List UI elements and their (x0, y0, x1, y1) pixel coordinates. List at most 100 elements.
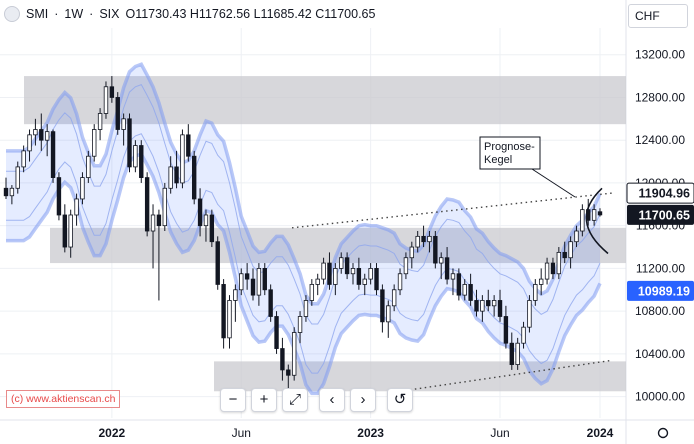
candle-body (56, 177, 62, 216)
candle-body (233, 289, 238, 301)
x-tick-label: Jun (232, 426, 251, 440)
interval-label[interactable]: 1W (64, 7, 84, 21)
price-label-text: 11700.65 (639, 208, 690, 222)
candle-body (168, 166, 173, 189)
candle-body (44, 131, 50, 141)
price-label-box (627, 204, 694, 225)
candle-body (68, 214, 73, 248)
fullscreen-button[interactable]: ⤢ (282, 388, 308, 412)
candle-body (491, 300, 497, 307)
candle-body (50, 131, 56, 178)
callout-text: Prognose- (484, 141, 535, 153)
candle-body (3, 187, 9, 197)
candle-body (474, 300, 479, 312)
y-tick-label: 10400.00 (635, 347, 685, 361)
candle-body (227, 300, 232, 339)
callout-box (479, 136, 541, 170)
candle-body (350, 268, 356, 275)
candle-body (515, 342, 520, 365)
candle-body (203, 214, 209, 227)
forecast-cone-callout: Prognose-Kegel (479, 136, 576, 198)
candle-body (103, 86, 109, 114)
candle-body (162, 187, 167, 227)
candle-body (427, 235, 432, 243)
candle-body (456, 273, 462, 296)
candle-body (374, 268, 379, 291)
scroll-right-button[interactable]: › (350, 388, 376, 412)
candle-body (444, 257, 450, 280)
candle-body (344, 257, 350, 275)
candle-body (97, 113, 103, 130)
candle-body (244, 273, 250, 280)
candle-body (462, 284, 467, 296)
candle-body (197, 198, 203, 227)
candle-body (27, 134, 32, 152)
ohlc-values: O11730.43 H11762.56 L11685.42 C11700.65 (125, 7, 376, 21)
candle-body (597, 211, 603, 216)
candle-body (256, 268, 262, 296)
candle-body (121, 118, 126, 130)
scroll-left-button[interactable]: ‹ (319, 388, 345, 412)
reset-chart-button[interactable]: ↺ (387, 388, 413, 412)
symbol-name[interactable]: SMI (26, 7, 49, 21)
candle-body (527, 300, 532, 328)
copyright-watermark: (c) www.aktienscan.ch (6, 390, 121, 408)
candle-body (421, 235, 426, 243)
candle-body (92, 129, 97, 157)
x-tick-label: 2024 (587, 426, 614, 440)
price-label-text: 10989.19 (638, 284, 690, 298)
candle-body (391, 289, 397, 307)
candle-body (144, 177, 150, 232)
x-tick-label: 2022 (99, 426, 126, 440)
y-tick-label: 13200.00 (635, 48, 685, 62)
candle-body (133, 145, 138, 168)
candle-body (333, 268, 338, 285)
envelope-lower-line (6, 151, 602, 396)
candle-body (109, 86, 115, 98)
envelope-inner-upper-line (6, 83, 601, 325)
forecast-cone-arc (585, 187, 609, 255)
candle-body (291, 332, 297, 376)
candle-body (550, 262, 556, 275)
candle-body (556, 251, 562, 275)
support-resistance-zone (50, 227, 626, 264)
candle-body (521, 326, 526, 344)
candle-body (191, 155, 197, 200)
candle-body (356, 268, 362, 285)
y-tick-label: 10000.00 (635, 390, 685, 404)
currency-selector[interactable]: CHF (628, 4, 688, 28)
candle-body (186, 134, 191, 157)
price-label-text: 11904.96 (639, 187, 690, 201)
candle-body (480, 300, 485, 312)
zoom-in-button[interactable]: + (251, 388, 277, 412)
candle-body (409, 246, 415, 259)
symbol-logo-icon (4, 6, 20, 22)
candle-body (139, 145, 144, 178)
candle-body (380, 289, 385, 323)
legend-separator: · (54, 7, 59, 21)
candle-body (486, 300, 491, 307)
candle-body (174, 166, 179, 184)
exchange-label: SIX (99, 7, 120, 21)
legend-separator: · (89, 7, 94, 21)
candle-body (15, 166, 20, 189)
candle-body (156, 214, 162, 227)
candle-body (274, 316, 279, 349)
candle-body (415, 235, 420, 248)
y-tick-label: 10800.00 (635, 304, 685, 318)
candle-body (115, 97, 120, 130)
candle-body (209, 214, 215, 243)
price-label-box (627, 280, 694, 301)
candle-body (362, 278, 367, 285)
candle-body (439, 257, 444, 264)
price-label-box (626, 182, 694, 204)
candle-body (239, 273, 244, 291)
candle-body (450, 273, 456, 280)
settings-gear-icon[interactable] (657, 427, 669, 439)
envelope-upper-line (6, 62, 602, 306)
candle-body (86, 155, 91, 178)
candle-body (9, 187, 15, 197)
zoom-out-button[interactable]: − (220, 388, 246, 412)
x-tick-label: 2023 (357, 426, 384, 440)
